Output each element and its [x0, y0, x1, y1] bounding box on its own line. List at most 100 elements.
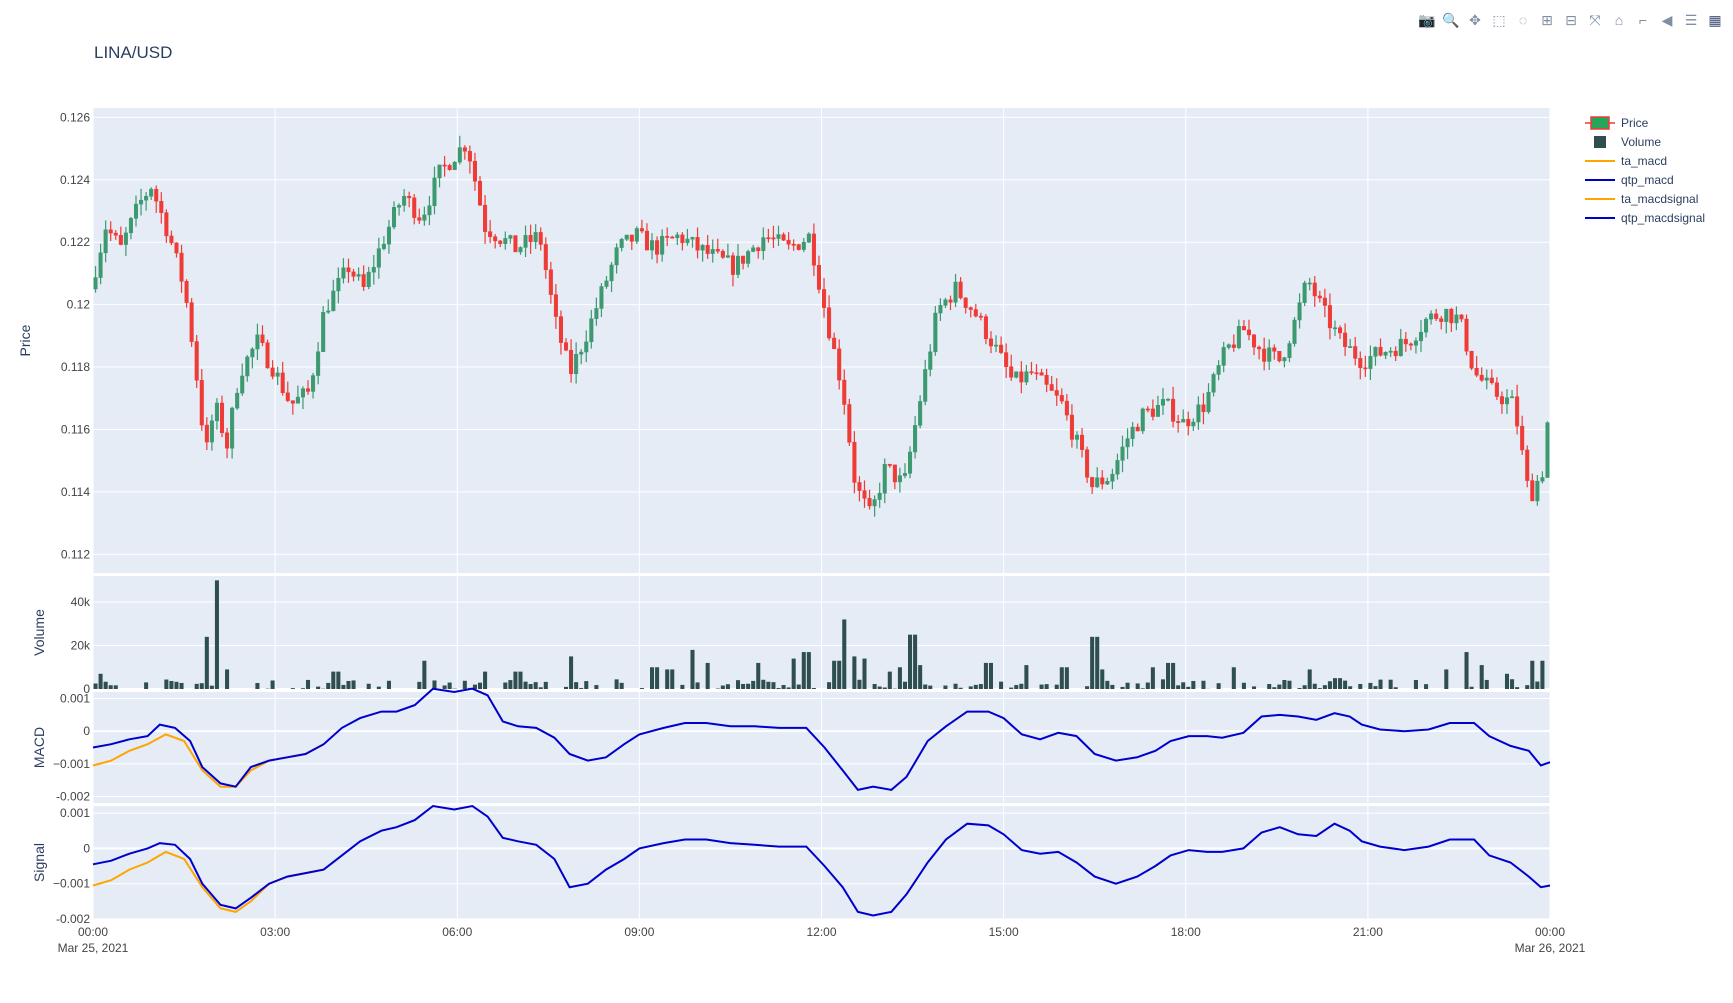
- candle-body: [816, 265, 821, 290]
- y-tick-label: 0: [83, 682, 90, 696]
- volume-bar: [1231, 667, 1236, 689]
- candle-body: [983, 316, 988, 339]
- candle-body: [477, 180, 483, 206]
- volume-bar: [204, 636, 209, 689]
- zoom-icon[interactable]: 🔍: [1442, 12, 1460, 28]
- volume-bar: [877, 686, 882, 689]
- volume-bar: [1277, 684, 1282, 689]
- candle-body: [644, 230, 649, 251]
- y-axis-title: MACD: [31, 727, 47, 768]
- candle-body: [675, 234, 680, 239]
- volume-bar: [756, 662, 761, 689]
- candle-body: [139, 199, 144, 205]
- volume-bar: [887, 671, 892, 689]
- volume-bar: [346, 680, 351, 689]
- volume-bar: [908, 634, 913, 689]
- x-tick-label: 21:00: [1353, 925, 1383, 939]
- hover-compare-icon[interactable]: ☰: [1684, 12, 1698, 28]
- candle-body: [660, 236, 665, 255]
- lasso-select-icon[interactable]: ◌: [1518, 12, 1528, 28]
- volume-bar: [1297, 688, 1302, 689]
- candle-body: [513, 235, 518, 253]
- zoom-out-icon[interactable]: ⊟: [1565, 12, 1577, 28]
- zoom-in-icon[interactable]: ⊞: [1541, 12, 1553, 28]
- volume-bar: [1105, 680, 1110, 689]
- pan-icon[interactable]: ✥: [1469, 12, 1481, 28]
- candle-body: [275, 372, 280, 377]
- candle-body: [1181, 419, 1186, 423]
- volume-bar: [801, 652, 806, 689]
- reset-axes-icon[interactable]: ⌂: [1614, 12, 1624, 28]
- camera-icon[interactable]: 📷: [1418, 12, 1436, 28]
- volume-bar: [417, 681, 422, 689]
- legend-item-volume[interactable]: Volume: [1594, 135, 1661, 149]
- candle-body: [1408, 343, 1413, 346]
- candle-body: [518, 247, 523, 253]
- legend-item-qtp_macdsignal[interactable]: qtp_macdsignal: [1585, 211, 1705, 225]
- candle-body: [943, 299, 948, 306]
- volume-bar: [655, 667, 660, 689]
- candle-body: [725, 255, 730, 258]
- candle-body: [1039, 372, 1044, 376]
- candle-body: [594, 308, 599, 319]
- volume-bar: [538, 687, 543, 689]
- candle-body: [1059, 395, 1064, 402]
- hover-closest-icon[interactable]: ◀: [1661, 12, 1673, 28]
- y-tick-label: 0.116: [61, 422, 90, 436]
- legend-label: qtp_macdsignal: [1621, 211, 1705, 225]
- candle-body: [978, 315, 983, 318]
- volume-bar: [1388, 679, 1393, 689]
- candle-body: [1358, 358, 1363, 368]
- candle-body: [397, 205, 402, 208]
- candle-body: [1469, 350, 1474, 369]
- candle-body: [199, 380, 204, 426]
- candle-body: [558, 316, 563, 343]
- box-select-icon[interactable]: ⬚: [1492, 12, 1506, 28]
- candle-body: [1034, 372, 1039, 375]
- legend-item-qtp_macd[interactable]: qtp_macd: [1585, 173, 1674, 187]
- autoscale-icon[interactable]: ⤧: [1589, 12, 1601, 28]
- candle-body: [164, 212, 169, 237]
- candle-body: [321, 312, 326, 352]
- candle-body: [1080, 434, 1085, 450]
- spike-lines-icon[interactable]: ⌐: [1638, 12, 1648, 28]
- candle-body: [968, 307, 973, 310]
- candle-body: [973, 309, 978, 317]
- candle-body: [847, 404, 852, 443]
- volume-bar: [442, 685, 447, 689]
- candle-body: [928, 351, 933, 370]
- candle-body: [1176, 421, 1181, 423]
- legend-item-ta_macdsignal[interactable]: ta_macdsignal: [1585, 192, 1698, 206]
- modebar: 📷 🔍 ✥ ⬚ ◌ ⊞ ⊟ ⤧ ⌂ ⌐ ◀ ☰ ▦: [1417, 10, 1725, 32]
- x-tick-label: 15:00: [989, 925, 1019, 939]
- candle-body: [655, 240, 660, 255]
- volume-bar: [422, 660, 427, 689]
- volume-bar: [93, 683, 98, 689]
- volume-bar: [255, 682, 260, 689]
- candle-body: [260, 334, 265, 343]
- candle-body: [128, 218, 133, 234]
- volume-bar: [1413, 679, 1418, 689]
- candle-body: [488, 231, 493, 237]
- candle-body: [1135, 426, 1140, 432]
- volume-bar: [1019, 683, 1024, 689]
- legend[interactable]: Price Volume ta_macd qtp_macd ta_macdsignalq…: [1585, 116, 1705, 225]
- volume-bar: [1014, 685, 1019, 689]
- volume-bar: [351, 680, 356, 689]
- legend-item-ta_macd[interactable]: ta_macd: [1585, 154, 1667, 168]
- legend-item-price[interactable]: Price: [1585, 116, 1649, 130]
- volume-bar: [1120, 686, 1125, 689]
- volume-bar: [569, 656, 574, 689]
- candle-body: [1155, 405, 1160, 417]
- y-tick-label: 0.114: [61, 485, 90, 499]
- volume-bar: [1302, 685, 1307, 689]
- volume-bar: [316, 686, 321, 689]
- candle-body: [528, 235, 533, 243]
- candle-body: [417, 217, 422, 221]
- volume-bar: [1201, 680, 1206, 689]
- volume-bar: [1424, 684, 1429, 689]
- plotly-logo-icon[interactable]: ▦: [1708, 12, 1722, 28]
- volume-bar: [1530, 660, 1535, 689]
- candle-body: [437, 164, 442, 179]
